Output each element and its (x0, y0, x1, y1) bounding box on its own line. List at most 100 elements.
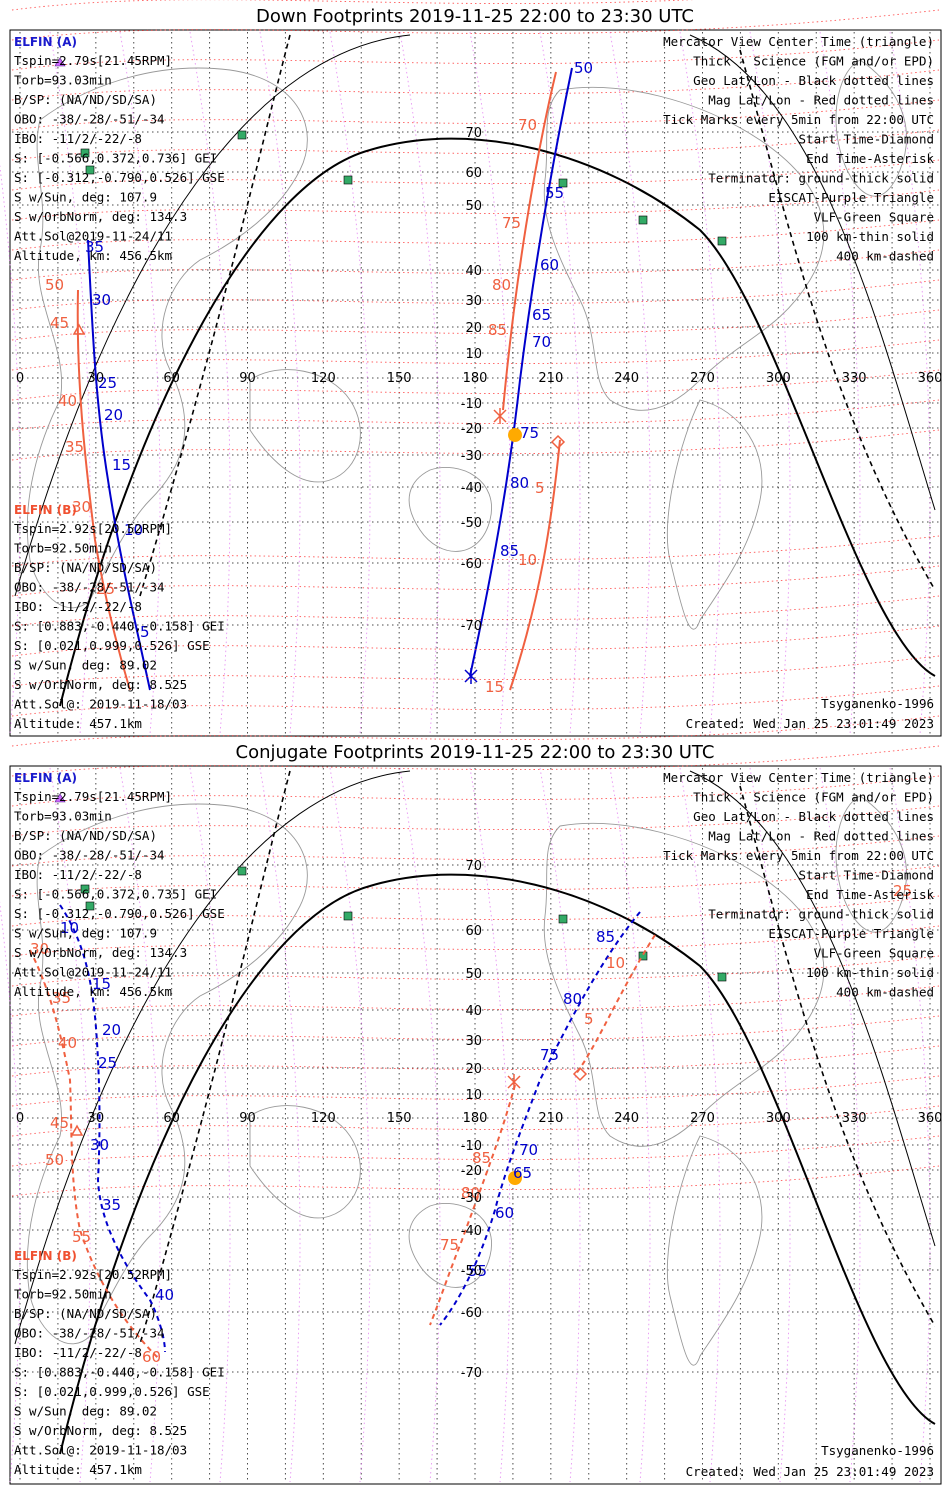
lon-tick-label: 180 (463, 371, 488, 386)
legend-line: 400 km-dashed (836, 249, 934, 264)
mag-meridian (259, 31, 301, 735)
coastline (543, 87, 825, 411)
elfin-a-track (59, 904, 166, 1353)
elfin-b-tick-label: 85 (488, 321, 507, 339)
lat-tick-label: 20 (465, 321, 482, 336)
lon-tick-label: 180 (463, 1111, 488, 1126)
elfin-a-label: ELFIN (A) (14, 35, 77, 49)
elfin-b-track (509, 439, 561, 691)
elfin-a-tick-label: 55 (468, 1262, 487, 1280)
panel-title: Conjugate Footprints 2019-11-25 22:00 to… (236, 742, 715, 763)
lat-tick-label: -70 (461, 1366, 482, 1381)
legend-line: Geo Lat/Lon - Black dotted lines (693, 809, 934, 824)
elfin-a-info-line: Altitude, km: 456.5km (14, 248, 172, 263)
elfin-b-tick-label: 25 (96, 580, 115, 598)
mag-meridian (399, 31, 441, 735)
elfin-a-tick-label: 50 (574, 59, 593, 77)
center-time-marker (508, 1171, 522, 1185)
legend-line: Geo Lat/Lon - Black dotted lines (693, 73, 934, 88)
elfin-b-info-line: Tspin=2.92s[20.52RPM] (14, 521, 172, 536)
legend-line: Tick Marks every 5min from 22:00 UTC (663, 112, 934, 127)
mag-latitude (11, 1165, 940, 1197)
legend-line: Thick - Science (FGM and/or EPD) (693, 790, 934, 805)
elfin-b-track (502, 71, 557, 411)
conjugate-footprints-panel: Conjugate Footprints 2019-11-25 22:00 to… (0, 535, 942, 1485)
terminator-lines (14, 770, 936, 1455)
mag-meridian (609, 767, 651, 1483)
legend-line: 100 km-thin solid (806, 965, 934, 980)
coastlines (26, 795, 907, 1366)
terminator-lines (14, 34, 936, 707)
end-asterisk (493, 408, 507, 424)
elfin-b-info-line: OBO: -38/-28/-51/-34 (14, 1326, 165, 1341)
mag-meridian (679, 767, 721, 1483)
elfin-a-tick-label: 75 (540, 1046, 559, 1064)
mag-meridian (119, 31, 161, 735)
mag-latitude (11, 219, 940, 251)
model-label: Tsyganenko-1996 (821, 1443, 934, 1458)
elfin-b-tick-label: 85 (472, 1149, 491, 1167)
elfin-a-info-line: IBO: -11/2/-22/-8 (14, 867, 142, 882)
mag-meridian (49, 31, 91, 735)
vlf-station-marker (717, 236, 727, 246)
coastline (543, 823, 825, 1147)
elfin-a-tick-label: 15 (112, 456, 131, 474)
elfin-b-tick-label: 50 (45, 1151, 64, 1169)
elfin-a-label: ELFIN (A) (14, 771, 77, 785)
panel-title: Down Footprints 2019-11-25 22:00 to 23:3… (256, 6, 694, 27)
elfin-a-info-line: Att.Sol@2019-11-24/11 (14, 965, 172, 980)
terminator-400km (739, 785, 936, 1327)
coastline (26, 803, 308, 1345)
elfin-a-info: ELFIN (A) Tspin=2.79s[21.45RPM] Torb=93.03… (14, 35, 225, 263)
elfin-b-info-line: Att.Sol@: 2019-11-18/03 (14, 1443, 187, 1458)
elfin-b-track (29, 949, 161, 1361)
lat-tick-label: -20 (461, 1164, 482, 1179)
lat-tick-label: 10 (465, 347, 482, 362)
coastline (666, 1135, 763, 1366)
lon-tick-label: 270 (690, 1111, 715, 1126)
elfin-a-tick-label: 40 (155, 1286, 174, 1304)
elfin-a-tick-label: 35 (85, 238, 104, 256)
mag-latitude (11, 925, 940, 957)
mag-latitude (11, 625, 940, 657)
elfin-a-tick-label: 5 (140, 623, 150, 641)
legend-line: Start Time-Diamond (799, 132, 934, 147)
elfin-a-tick-label: 10 (60, 919, 79, 937)
elfin-b-tick-label: 75 (440, 1236, 459, 1254)
elfin-b-info-line: Torb=92.50min (14, 1287, 112, 1302)
elfin-b-tick-label: 10 (606, 954, 625, 972)
lat-tick-label: 40 (465, 1004, 482, 1019)
terminator-ground (59, 137, 936, 707)
elfin-b-tick-label: 50 (45, 276, 64, 294)
mag-latitude (11, 655, 940, 687)
mag-latitude (11, 595, 940, 627)
coastline (249, 369, 361, 483)
mag-latitude (11, 1105, 940, 1137)
lon-tick-label: 30 (88, 1111, 105, 1126)
elfin-a-info-line: OBO: -38/-28/-51/-34 (14, 848, 165, 863)
elfin-a-tick-label: 75 (520, 424, 539, 442)
elfin-a-tick-label: 25 (98, 1054, 117, 1072)
mag-meridian (539, 31, 581, 735)
mag-latitude (11, 895, 940, 927)
footprint-tracks: 85 80 75 70 65 60 55 10 15 20 25 30 35 40 10 5 85 80 75 35 3… (29, 882, 912, 1366)
coastline (26, 67, 308, 609)
legend-line: Start Time-Diamond (799, 868, 934, 883)
elfin-a-info-line: S: [-0.566,0.372,0.735] GEI (14, 887, 217, 902)
elfin-b-label: ELFIN (B) (14, 503, 77, 517)
elfin-b-info-line: IBO: -11/2/-22/-8 (14, 1345, 142, 1360)
lat-tick-label: -30 (461, 449, 482, 464)
elfin-a-info-line: S: [-0.566,0.372,0.736] GEI (14, 151, 217, 166)
elfin-b-info: ELFIN (B) Tspin=2.92s[20.52RPM] Torb=92.50… (14, 1249, 225, 1477)
elfin-a-info-line: S w/OrbNorm, deg: 134.3 (14, 209, 187, 224)
lat-tick-label: 60 (465, 166, 482, 181)
legend-line: EISCAT-Purple Triangle (768, 926, 934, 941)
lon-tick-label: 300 (766, 371, 791, 386)
lat-tick-label: 30 (465, 1034, 482, 1049)
mag-latitude (11, 1045, 940, 1077)
mag-latitude (11, 835, 940, 867)
lon-tick-label: 210 (538, 371, 563, 386)
elfin-b-info-line: OBO: -38/-28/-51/-34 (14, 580, 165, 595)
elfin-a-tick-label: 55 (545, 184, 564, 202)
start-diamond (572, 1066, 588, 1082)
